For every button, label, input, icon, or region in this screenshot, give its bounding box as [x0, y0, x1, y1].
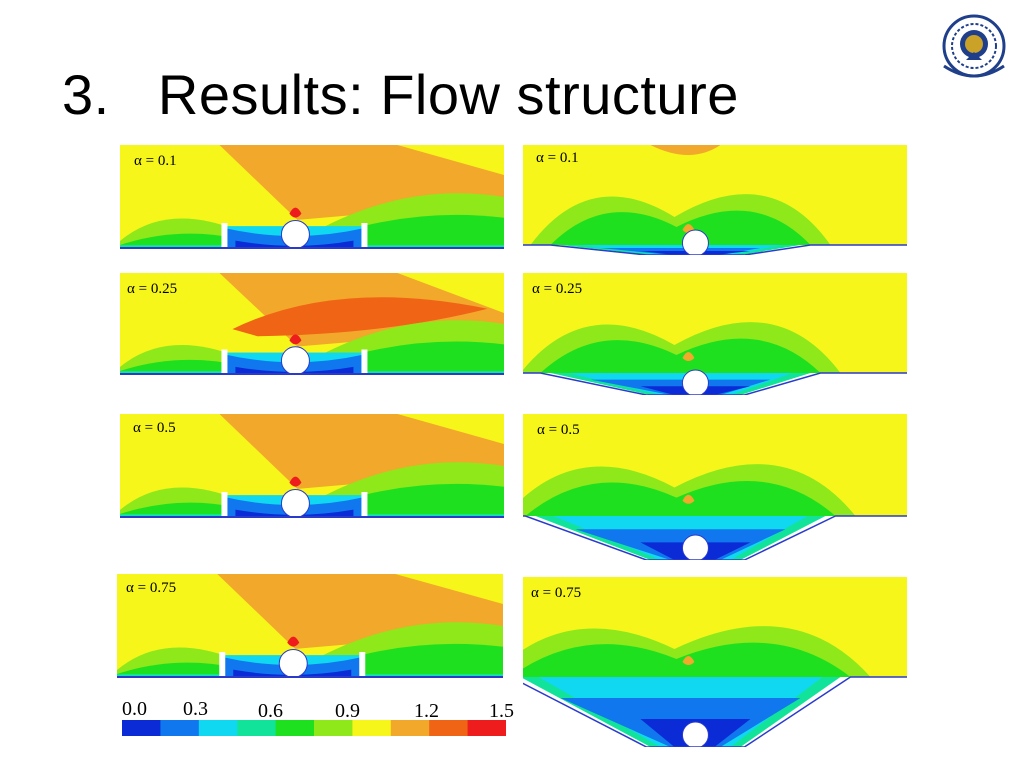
scale-color-swatch: [198, 720, 238, 736]
alpha-label: α = 0.5: [133, 420, 176, 436]
scale-color-swatch: [352, 720, 392, 736]
scale-tick: 0.0: [122, 698, 147, 720]
scale-tick: 1.2: [414, 700, 439, 722]
scale-color-swatch: [429, 720, 469, 736]
contour-panel-ribbed-alpha-0.1: [120, 145, 504, 249]
contour-panel-trough-alpha-0.1: [523, 145, 907, 255]
scale-color-swatch: [275, 720, 315, 736]
scale-tick: 0.3: [183, 698, 208, 720]
color-scale-bar: [122, 720, 507, 741]
scale-color-swatch: [237, 720, 277, 736]
scale-color-swatch: [390, 720, 430, 736]
contour-panel-ribbed-alpha-0.75: [117, 574, 503, 678]
scale-color-swatch: [160, 720, 200, 736]
university-emblem-icon: [930, 8, 1018, 88]
alpha-label: α = 0.75: [126, 580, 177, 596]
alpha-label: α = 0.5: [537, 422, 580, 438]
contour-panel-trough-alpha-0.75: [523, 577, 907, 747]
scale-color-swatch: [467, 720, 507, 736]
alpha-label: α = 0.75: [531, 585, 582, 601]
contour-panel-trough-alpha-0.25: [523, 273, 907, 395]
contour-panel-ribbed-alpha-0.25: [120, 273, 504, 375]
alpha-label: α = 0.1: [536, 150, 579, 166]
contour-panel-ribbed-alpha-0.5: [120, 414, 504, 518]
slide-title: 3. Results: Flow structure: [62, 63, 739, 126]
alpha-label: α = 0.25: [532, 281, 583, 297]
alpha-label: α = 0.25: [127, 281, 178, 297]
scale-tick: 1.5: [489, 700, 514, 722]
scale-tick: 0.9: [335, 700, 360, 722]
contour-panel-trough-alpha-0.5: [523, 414, 907, 560]
scale-tick: 0.6: [258, 700, 283, 722]
scale-color-swatch: [122, 720, 161, 736]
scale-color-swatch: [314, 720, 353, 736]
alpha-label: α = 0.1: [134, 153, 177, 169]
